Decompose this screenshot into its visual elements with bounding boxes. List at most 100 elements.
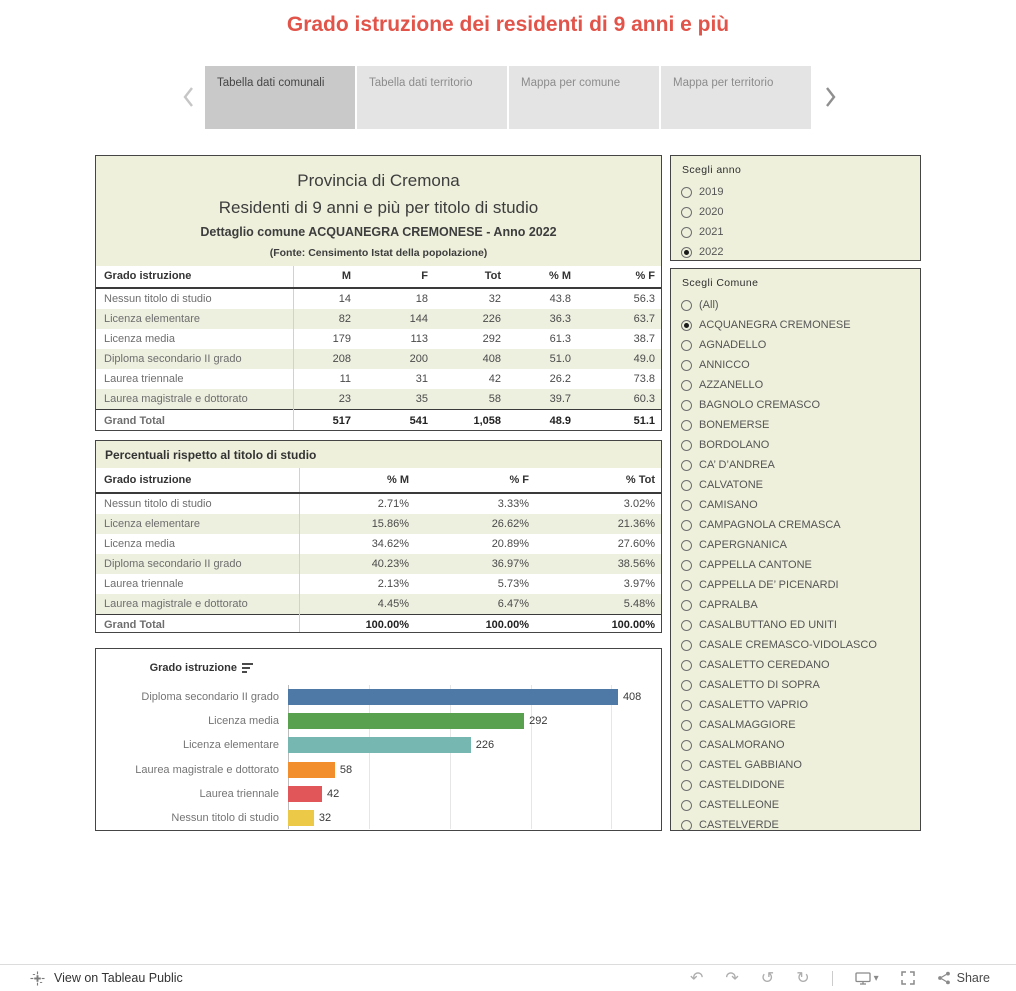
- percent-table-row: Laurea magistrale e dottorato 4.45% 6.47…: [96, 594, 661, 615]
- radio-option-label: CASALMAGGIORE: [699, 719, 796, 731]
- comune-radio-option[interactable]: BONEMERSE: [681, 415, 910, 435]
- sort-descending-icon[interactable]: [242, 662, 254, 674]
- year-radio-list: 2019 2020 2021 2022: [681, 182, 910, 260]
- share-button[interactable]: Share: [937, 971, 990, 985]
- bar[interactable]: [288, 713, 525, 730]
- cell-grado: Laurea magistrale e dottorato: [96, 594, 300, 615]
- comune-radio-option[interactable]: CAPERGNANICA: [681, 535, 910, 555]
- comune-radio-option[interactable]: CAPPELLA CANTONE: [681, 555, 910, 575]
- percent-table-row: Laurea triennale 2.13% 5.73% 3.97%: [96, 574, 661, 594]
- cell-pct-f: 56.3: [633, 293, 655, 305]
- radio-button-icon: [681, 719, 692, 731]
- col-header-pct-m: % M: [509, 266, 579, 289]
- bar[interactable]: [288, 689, 618, 706]
- share-icon: [937, 971, 950, 985]
- dashboard-tab[interactable]: Mappa per comune: [509, 65, 659, 129]
- year-radio-option[interactable]: 2022: [681, 242, 910, 260]
- col-header-f: F: [359, 266, 436, 289]
- bar-value-label: 32: [318, 812, 332, 825]
- view-on-tableau-link[interactable]: View on Tableau Public: [30, 970, 183, 986]
- radio-button-icon: [681, 579, 692, 591]
- dashboard-tab[interactable]: Tabella dati comunali: [205, 65, 355, 129]
- cell-grado: Nessun titolo di studio: [96, 288, 294, 309]
- total-label: Grand Total: [96, 614, 300, 632]
- chart-sort-header[interactable]: Grado istruzione: [124, 662, 254, 674]
- refresh-icon[interactable]: ↻: [796, 968, 810, 987]
- cell-f: 200: [409, 353, 428, 365]
- comune-radio-option[interactable]: CAPPELLA DE’ PICENARDI: [681, 575, 910, 595]
- radio-button-icon: [681, 799, 692, 811]
- radio-option-label: 2022: [699, 246, 724, 258]
- dashboard-tab[interactable]: Tabella dati territorio: [357, 65, 507, 129]
- col-header-grado: Grado istruzione: [96, 468, 300, 494]
- percent-table-row: Licenza media 34.62% 20.89% 27.60%: [96, 534, 661, 554]
- bar[interactable]: [288, 761, 335, 778]
- tab-label: Tabella dati comunali: [217, 76, 325, 89]
- comune-radio-option[interactable]: CASALETTO CEREDANO: [681, 655, 910, 675]
- comune-radio-option[interactable]: CASALMORANO: [681, 735, 910, 755]
- year-radio-option[interactable]: 2021: [681, 222, 910, 242]
- cell-pct-m: 40.23%: [371, 558, 409, 570]
- cell-tot: 408: [482, 353, 501, 365]
- comune-radio-option[interactable]: CALVATONE: [681, 475, 910, 495]
- comune-radio-option[interactable]: CAMISANO: [681, 495, 910, 515]
- comune-radio-option[interactable]: CASTEL GABBIANO: [681, 755, 910, 775]
- bar[interactable]: [288, 737, 471, 754]
- tabs-prev-icon[interactable]: [175, 86, 201, 108]
- comune-radio-option[interactable]: CA’ D’ANDREA: [681, 455, 910, 475]
- comune-radio-option[interactable]: CAMPAGNOLA CREMASCA: [681, 515, 910, 535]
- bar[interactable]: [288, 785, 322, 802]
- tabs-next-icon[interactable]: [817, 86, 843, 108]
- radio-button-icon: [681, 319, 692, 331]
- comune-radio-option[interactable]: CASALETTO VAPRIO: [681, 695, 910, 715]
- col-header-pct-f: % F: [417, 468, 537, 494]
- bar[interactable]: [288, 810, 314, 827]
- comune-radio-option[interactable]: BORDOLANO: [681, 435, 910, 455]
- comune-radio-option[interactable]: CASTELVERDE: [681, 815, 910, 830]
- bar-category-label: Nessun titolo di studio: [171, 812, 279, 825]
- percent-report-panel: Percentuali rispetto al titolo di studio…: [95, 440, 662, 633]
- undo-icon[interactable]: ↶: [689, 968, 704, 987]
- year-radio-option[interactable]: 2020: [681, 202, 910, 222]
- bar-category-label: Diploma secondario II grado: [141, 691, 279, 704]
- bar-row: Laurea triennale 42: [96, 782, 660, 806]
- comune-radio-option[interactable]: CASTELDIDONE: [681, 775, 910, 795]
- display-options-button[interactable]: ▾: [854, 971, 879, 985]
- comune-radio-option[interactable]: BAGNOLO CREMASCO: [681, 395, 910, 415]
- radio-button-icon: [681, 439, 692, 451]
- cell-pct-f: 6.47%: [497, 598, 529, 610]
- comune-radio-option[interactable]: CAPRALBA: [681, 595, 910, 615]
- revert-icon[interactable]: ↺: [760, 968, 775, 987]
- comune-radio-option[interactable]: AGNADELLO: [681, 335, 910, 355]
- radio-option-label: 2020: [699, 206, 724, 218]
- radio-option-label: BAGNOLO CREMASCO: [699, 399, 821, 411]
- dashboard-tab[interactable]: Mappa per territorio: [661, 65, 811, 129]
- cell-tot: 32: [488, 293, 501, 305]
- comune-radio-option[interactable]: CASTELLEONE: [681, 795, 910, 815]
- redo-icon[interactable]: ↷: [725, 968, 739, 987]
- cell-m: 179: [332, 333, 351, 345]
- radio-option-label: BORDOLANO: [699, 439, 770, 451]
- percent-table-row: Nessun titolo di studio 2.71% 3.33% 3.02…: [96, 493, 661, 514]
- comune-radio-option[interactable]: CASALETTO DI SOPRA: [681, 675, 910, 695]
- comune-radio-option[interactable]: CASALMAGGIORE: [681, 715, 910, 735]
- col-header-pct-tot: % Tot: [537, 468, 661, 494]
- cell-pct-tot: 3.02%: [623, 498, 655, 510]
- comune-radio-option[interactable]: CASALE CREMASCO-VIDOLASCO: [681, 635, 910, 655]
- year-radio-option[interactable]: 2019: [681, 182, 910, 202]
- cell-pct-tot: 27.60%: [617, 538, 655, 550]
- bar-chart: Diploma secondario II grado 408 Licenza …: [96, 685, 660, 829]
- fullscreen-icon[interactable]: [900, 971, 915, 985]
- comune-radio-option[interactable]: (All): [681, 295, 910, 315]
- counts-table: Grado istruzione M F Tot % M % F Nessun …: [96, 266, 661, 430]
- cell-pct-f: 73.8: [633, 373, 655, 385]
- chart-header-label: Grado istruzione: [149, 662, 237, 674]
- comune-radio-option[interactable]: ACQUANEGRA CREMONESE: [681, 315, 910, 335]
- cell-grado: Licenza elementare: [96, 514, 300, 534]
- cell-grado: Laurea triennale: [96, 369, 294, 389]
- comune-radio-option[interactable]: CASALBUTTANO ED UNITI: [681, 615, 910, 635]
- comune-radio-option[interactable]: ANNICCO: [681, 355, 910, 375]
- bottom-toolbar: View on Tableau Public ↶ ↷ ↺ ↻ ▾: [0, 964, 1016, 991]
- radio-button-icon: [681, 206, 692, 218]
- comune-radio-option[interactable]: AZZANELLO: [681, 375, 910, 395]
